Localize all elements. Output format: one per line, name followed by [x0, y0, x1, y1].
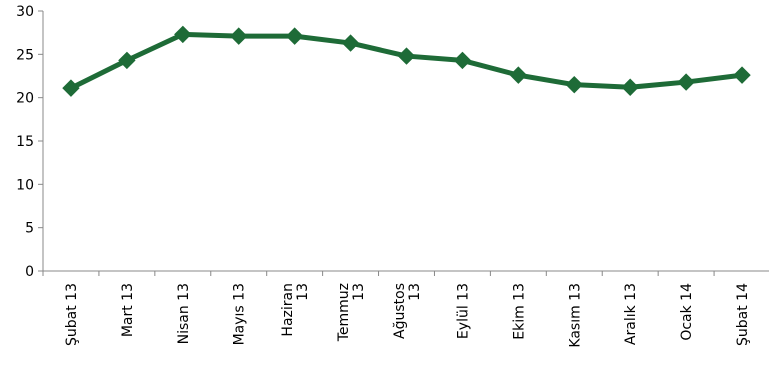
x-tick-label: Şubat 14 — [735, 283, 751, 346]
y-tick-label: 30 — [16, 4, 34, 20]
data-point — [397, 47, 416, 65]
y-tick-label: 10 — [16, 177, 34, 193]
data-point — [453, 51, 472, 70]
data-point — [230, 27, 248, 45]
data-point — [62, 79, 80, 97]
y-tick-label: 20 — [16, 91, 34, 107]
data-point — [285, 27, 304, 45]
data-point — [565, 75, 583, 94]
x-tick-label: Aralık 13 — [623, 283, 639, 345]
x-tick-label-line: 13 — [407, 283, 423, 301]
x-axis: Şubat 13 Mart 13 Nisan 13 Mayıs 13 Haziran 13… — [42, 270, 769, 348]
x-tick-label-line: Mart 13 — [120, 283, 136, 337]
x-tick-label: Eylül 13 — [455, 283, 471, 339]
x-tick-label: Haziran 13 — [280, 283, 311, 337]
x-tick-label-line: 13 — [351, 283, 367, 301]
x-tick-label: Ekim 13 — [511, 283, 527, 340]
x-tick-label-line: Nisan 13 — [176, 283, 192, 344]
x-tick-label: Nisan 13 — [176, 283, 192, 344]
data-point — [621, 78, 639, 96]
data-point — [509, 66, 528, 84]
data-point — [677, 73, 695, 91]
data-point — [733, 66, 751, 84]
data-point — [341, 34, 360, 52]
x-tick-label-line: Ağustos — [392, 283, 408, 339]
x-tick-label-line: 13 — [295, 283, 311, 301]
x-tick-label-line: Kasım 13 — [567, 283, 583, 348]
x-tick-label-line: Şubat 14 — [735, 283, 751, 346]
y-tick-label: 25 — [16, 47, 34, 63]
series — [62, 25, 751, 97]
y-tick-label: 0 — [25, 264, 34, 280]
data-point — [118, 51, 136, 70]
y-tick-label: 15 — [16, 134, 34, 150]
x-tick-label: Mart 13 — [120, 283, 136, 337]
y-tick-label: 5 — [25, 221, 34, 237]
x-tick-label-line: Eylül 13 — [455, 283, 471, 339]
x-tick-label-line: Mayıs 13 — [232, 283, 248, 345]
x-tick-label-line: Ekim 13 — [511, 283, 527, 340]
y-axis: 0 5 10 15 20 25 30 — [16, 4, 44, 280]
x-tick-label-line: Haziran — [280, 283, 296, 337]
x-tick-label-line: Temmuz — [336, 283, 352, 342]
x-tick-label: Temmuz 13 — [336, 283, 367, 342]
x-tick-label: Mayıs 13 — [232, 283, 248, 345]
x-tick-label-line: Ocak 14 — [679, 283, 695, 341]
x-tick-label: Ocak 14 — [679, 283, 695, 341]
data-point — [174, 25, 192, 44]
x-tick-label: Şubat 13 — [64, 283, 80, 346]
x-tick-label: Kasım 13 — [567, 283, 583, 348]
x-tick-label: Ağustos 13 — [392, 283, 423, 339]
x-tick-label-line: Şubat 13 — [64, 283, 80, 346]
x-tick-label-line: Aralık 13 — [623, 283, 639, 345]
